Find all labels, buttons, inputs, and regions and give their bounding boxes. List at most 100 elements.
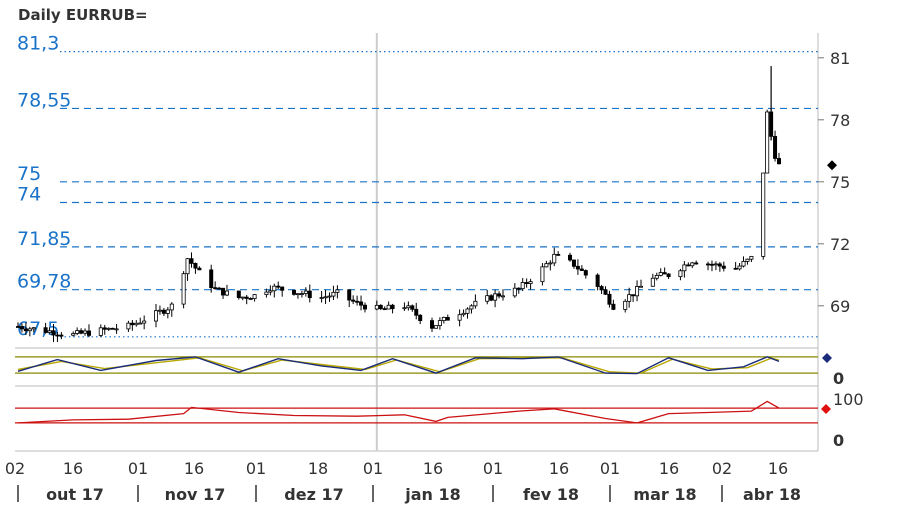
current-price-marker (827, 160, 837, 171)
candle-body (240, 296, 245, 299)
candle-body (666, 273, 671, 278)
candle-body (110, 327, 115, 330)
candle-body (500, 295, 505, 298)
candle-body (631, 294, 636, 297)
candle-body (323, 296, 328, 299)
candle-body (295, 293, 300, 296)
candle-body (331, 291, 336, 297)
candle-body (106, 327, 111, 330)
candle-body (130, 322, 135, 326)
x-day-tick: 01 (246, 459, 266, 478)
candle-body (319, 297, 324, 299)
candle-body (102, 327, 107, 330)
candle-body (138, 322, 143, 325)
candle-body (217, 287, 222, 290)
candle-body (185, 258, 190, 275)
candle-body (83, 330, 88, 334)
candle-body (635, 286, 640, 297)
candle-body (741, 261, 746, 267)
candle-body (414, 308, 419, 316)
candle-body (252, 294, 257, 300)
candle-body (441, 316, 446, 321)
candle-body (465, 308, 470, 314)
candle-body (347, 289, 352, 301)
candle-body (410, 305, 415, 310)
candle-body (430, 320, 435, 329)
rsi-line (17, 400, 780, 424)
candle-body (528, 281, 533, 284)
candle-body (678, 270, 683, 278)
candle-body (540, 266, 545, 283)
candle-body (181, 273, 186, 305)
candle-body (706, 263, 711, 266)
x-day-tick: 16 (768, 459, 788, 478)
candle-body (51, 330, 56, 336)
price-level-label: 69,78 (17, 271, 71, 293)
candle-body (126, 322, 131, 330)
candle-body (611, 303, 616, 310)
candle-body (382, 308, 387, 311)
candle-body (221, 287, 226, 296)
candle-body (406, 305, 411, 309)
candle-body (457, 314, 462, 321)
candle-body (114, 328, 119, 331)
candle-body (374, 304, 379, 310)
x-day-tick: 01 (483, 459, 503, 478)
candle-body (765, 111, 770, 174)
candle-body (189, 258, 194, 264)
candle-body (682, 264, 687, 272)
candle-body (654, 275, 659, 279)
candle-body (497, 293, 502, 297)
candle-body (568, 254, 573, 261)
candle-body (485, 295, 490, 302)
candle-body (169, 303, 174, 311)
rsi-axis-label: 100 (833, 390, 864, 409)
x-month-label: nov 17 (165, 485, 226, 504)
candle-body (307, 290, 312, 299)
candle-body (193, 263, 198, 269)
x-month-label: mar 18 (633, 485, 696, 504)
candle-body (461, 312, 466, 316)
rsi-axis-label: 0 (833, 431, 844, 450)
candle-body (268, 290, 273, 293)
candle-body (86, 330, 91, 336)
candle-body (433, 325, 438, 329)
candle-body (292, 289, 297, 295)
candle-body (489, 295, 494, 301)
candle-body (27, 328, 32, 332)
candle-body (469, 305, 474, 310)
rsi-current-marker (821, 404, 831, 414)
price-level-label: 75 (17, 163, 41, 185)
x-day-tick: 16 (63, 459, 83, 478)
candle-body (272, 285, 277, 292)
candle-body (264, 291, 269, 295)
x-day-tick: 16 (549, 459, 569, 478)
candle-body (658, 272, 663, 276)
candle-body (773, 135, 778, 159)
candle-body (157, 309, 162, 312)
candle-body (79, 330, 84, 334)
candle-body (595, 274, 600, 287)
candle-body (512, 287, 517, 297)
candle-body (737, 265, 742, 270)
x-month-label: out 17 (46, 485, 104, 504)
candle-body (31, 327, 36, 330)
candle-body (134, 322, 139, 326)
candle-body (142, 320, 147, 324)
candle-body (777, 158, 782, 165)
candle-body (524, 282, 529, 284)
candle-body (59, 334, 64, 337)
candle-body (418, 314, 423, 322)
x-day-tick: 16 (184, 459, 204, 478)
x-month-label: dez 17 (284, 485, 343, 504)
candle-body (749, 256, 754, 260)
candle-body (437, 320, 442, 327)
candle-body (75, 330, 80, 334)
candle-body (599, 286, 604, 291)
candle-body (351, 299, 356, 302)
candle-body (359, 301, 364, 306)
candle-body (717, 263, 722, 267)
x-day-tick: 01 (363, 459, 383, 478)
candle-body (327, 295, 332, 298)
